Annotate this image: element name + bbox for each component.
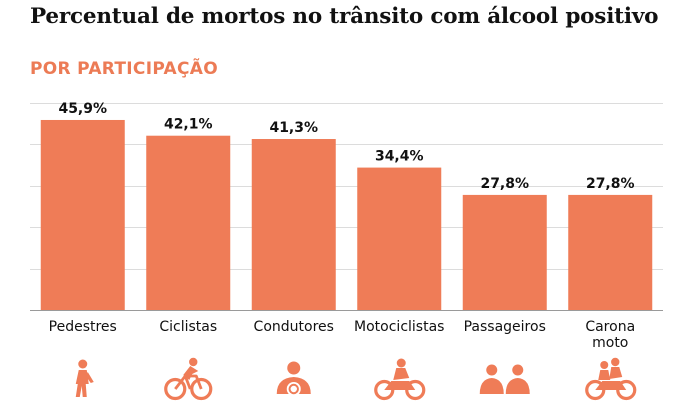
chart-title: Percentual de mortos no trânsito com álc… (30, 4, 659, 29)
data-label: 34,4% (375, 149, 424, 165)
bar (251, 139, 336, 310)
bar (462, 194, 547, 310)
data-label: 27,8% (480, 176, 529, 192)
category-label: Ciclistas (159, 319, 217, 335)
chart-subtitle: POR PARTICIPAÇÃO (30, 59, 218, 79)
category-label: Passageiros (464, 319, 546, 335)
motorcycle-passenger-icon (585, 357, 637, 401)
bar (357, 167, 442, 310)
driver-icon (276, 361, 311, 396)
category-label: Motociclistas (354, 319, 444, 335)
data-labels: 45,9% 42,1% 41,3% 34,4% 27,8% 27,8% (58, 101, 634, 192)
x-tick-labels: Pedestres Ciclistas Condutores Motociclista… (49, 319, 636, 351)
bar (146, 135, 231, 310)
bar (40, 119, 125, 310)
bicycle-icon (164, 357, 213, 401)
bar (568, 194, 653, 310)
passengers-icon (479, 364, 530, 394)
bars (40, 119, 653, 310)
category-label: Condutores (254, 319, 334, 335)
category-label: Carona (585, 319, 635, 335)
category-label: moto (592, 335, 628, 351)
data-label: 41,3% (269, 120, 318, 136)
pedestrian-icon (75, 359, 94, 397)
category-icons (75, 357, 637, 401)
data-label: 45,9% (58, 101, 107, 117)
data-label: 42,1% (164, 117, 213, 133)
motorcycle-icon (374, 358, 426, 401)
category-label: Pedestres (49, 319, 117, 335)
gridlines (30, 103, 663, 270)
data-label: 27,8% (586, 176, 635, 192)
